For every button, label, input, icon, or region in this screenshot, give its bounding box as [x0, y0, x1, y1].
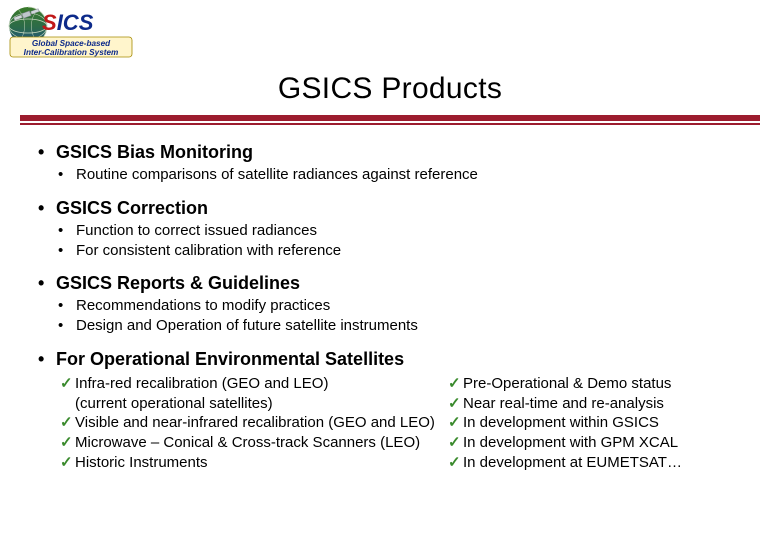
section-sub-text: Function to correct issued radiances [76, 222, 317, 239]
check-item: ✓Infra-red recalibration (GEO and LEO) [60, 374, 448, 394]
check-column-left: ✓Infra-red recalibration (GEO and LEO) (… [60, 374, 448, 473]
gsics-logo-svg: SICS Global Space-based Inter-Calibratio… [6, 4, 136, 62]
check-item: ✓Microwave – Conical & Cross-track Scann… [60, 433, 448, 453]
section-sub: Function to correct issued radiances [58, 222, 752, 241]
section-heading-text: GSICS Reports & Guidelines [56, 273, 300, 293]
checkmark-icon: ✓ [60, 453, 75, 473]
section-heading: GSICS Reports & Guidelines [38, 273, 752, 294]
section-sub: For consistent calibration with referenc… [58, 242, 752, 261]
check-item: (current operational satellites) [60, 394, 448, 414]
check-columns: ✓Infra-red recalibration (GEO and LEO) (… [60, 374, 752, 473]
section-heading: For Operational Environmental Satellites [38, 349, 752, 370]
checkmark-icon: ✓ [60, 413, 75, 433]
check-item: ✓Pre-Operational & Demo status [448, 374, 752, 394]
title-rule [20, 115, 760, 125]
slide-body: GSICS Bias Monitoring Routine comparison… [38, 138, 752, 473]
check-item: ✓Near real-time and re-analysis [448, 394, 752, 414]
checkmark-icon: ✓ [448, 453, 463, 473]
checkmark-icon: ✓ [448, 374, 463, 394]
svg-text:SICS: SICS [42, 10, 94, 35]
checkmark-icon: ✓ [60, 374, 75, 394]
section-sub-text: Routine comparisons of satellite radianc… [76, 166, 478, 183]
svg-text:Inter-Calibration System: Inter-Calibration System [24, 48, 119, 57]
check-item-text: Historic Instruments [75, 453, 448, 473]
section-sub-text: Design and Operation of future satellite… [76, 317, 418, 334]
check-item-text: Microwave – Conical & Cross-track Scanne… [75, 433, 448, 453]
slide: SICS Global Space-based Inter-Calibratio… [0, 0, 780, 540]
svg-text:Global Space-based: Global Space-based [32, 39, 111, 48]
checkmark-icon: ✓ [60, 433, 75, 453]
check-column-right: ✓Pre-Operational & Demo status ✓Near rea… [448, 374, 752, 473]
section-heading: GSICS Correction [38, 198, 752, 219]
check-item-text: Visible and near-infrared recalibration … [75, 413, 448, 433]
section-sub-text: For consistent calibration with referenc… [76, 242, 341, 259]
section-sub: Recommendations to modify practices [58, 297, 752, 316]
section-heading-text: GSICS Correction [56, 198, 208, 218]
check-item-text: In development within GSICS [463, 413, 752, 433]
section-heading: GSICS Bias Monitoring [38, 142, 752, 163]
section-sub: Design and Operation of future satellite… [58, 317, 752, 336]
check-item: ✓In development at EUMETSAT… [448, 453, 752, 473]
section-heading-text: GSICS Bias Monitoring [56, 142, 253, 162]
check-item: ✓In development within GSICS [448, 413, 752, 433]
check-item-text: Pre-Operational & Demo status [463, 374, 752, 394]
section-heading-text: For Operational Environmental Satellites [56, 349, 404, 369]
check-item-text: Near real-time and re-analysis [463, 394, 752, 414]
section-sub: Routine comparisons of satellite radianc… [58, 166, 752, 185]
checkmark-icon: ✓ [448, 433, 463, 453]
check-item-text: Infra-red recalibration (GEO and LEO) [75, 374, 448, 394]
check-item: ✓Historic Instruments [60, 453, 448, 473]
check-item-text: In development at EUMETSAT… [463, 453, 752, 473]
check-item: ✓Visible and near-infrared recalibration… [60, 413, 448, 433]
checkmark-icon: ✓ [448, 394, 463, 414]
checkmark-spacer [60, 394, 75, 414]
section-sub-text: Recommendations to modify practices [76, 297, 330, 314]
checkmark-icon: ✓ [448, 413, 463, 433]
check-item: ✓In development with GPM XCAL [448, 433, 752, 453]
check-item-text: (current operational satellites) [75, 394, 448, 414]
check-item-text: In development with GPM XCAL [463, 433, 752, 453]
gsics-logo: SICS Global Space-based Inter-Calibratio… [6, 4, 136, 67]
slide-title: GSICS Products [0, 72, 780, 106]
